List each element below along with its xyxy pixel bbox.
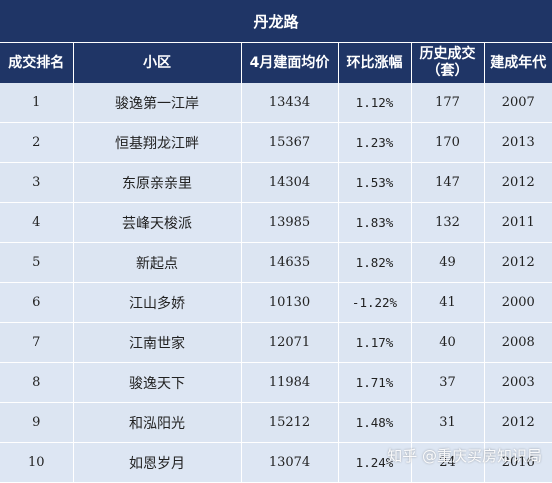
header-row: 成交排名 小区 4月建面均价 环比涨幅 历史成交 （套） 建成年代: [0, 42, 552, 83]
rank-cell: 2: [0, 122, 74, 163]
mom-change-cell: 1.71%: [338, 362, 412, 403]
avg-price-cell: 15212: [241, 402, 339, 443]
watermark: 知乎 @重庆买房知识局: [387, 445, 542, 466]
avg-price-cell: 15367: [241, 122, 339, 163]
history-deals-cell: 31: [411, 402, 485, 443]
rank-cell: 6: [0, 282, 74, 323]
community-cell: 芸峰天梭派: [73, 202, 242, 243]
history-deals-cell: 49: [411, 242, 485, 283]
history-deals-cell: 177: [411, 83, 485, 123]
avg-price-cell: 13434: [241, 83, 339, 123]
mom-change-cell: 1.53%: [338, 162, 412, 203]
community-cell: 东原亲亲里: [73, 162, 242, 203]
avg-price-cell: 14635: [241, 242, 339, 283]
rank-cell: 9: [0, 402, 74, 443]
table-row: 4 芸峰天梭派 13985 1.83% 132 2011: [0, 202, 552, 243]
history-deals-cell: 24: [411, 442, 485, 483]
table-row: 7 江南世家 12071 1.17% 40 2008: [0, 322, 552, 363]
build-year-cell: 2013: [484, 122, 552, 163]
build-year-cell: 2007: [484, 83, 552, 123]
rank-cell: 4: [0, 202, 74, 243]
avg-price-cell: 13985: [241, 202, 339, 243]
community-cell: 江山多娇: [73, 282, 242, 323]
table-title: 丹龙路: [0, 0, 552, 43]
header-mom-change: 环比涨幅: [338, 42, 412, 83]
build-year-cell: 2012: [484, 402, 552, 443]
community-cell: 骏逸第一江岸: [73, 83, 242, 123]
community-cell: 恒基翔龙江畔: [73, 122, 242, 163]
header-avg-price: 4月建面均价: [241, 42, 339, 83]
header-build-year: 建成年代: [484, 42, 552, 83]
history-deals-cell: 37: [411, 362, 485, 403]
rank-cell: 7: [0, 322, 74, 363]
table-row: 8 骏逸天下 11984 1.71% 37 2003: [0, 362, 552, 403]
build-year-cell: 2012: [484, 242, 552, 283]
table-row: 1 骏逸第一江岸 13434 1.12% 177 2007: [0, 83, 552, 123]
build-year-cell: 2003: [484, 362, 552, 403]
mom-change-cell: 1.12%: [338, 83, 412, 123]
header-history-deals: 历史成交 （套）: [411, 42, 485, 83]
history-deals-cell: 132: [411, 202, 485, 243]
build-year-cell: 2008: [484, 322, 552, 363]
mom-change-cell: 1.24%: [338, 442, 412, 483]
build-year-cell: 2011: [484, 202, 552, 243]
mom-change-cell: 1.48%: [338, 402, 412, 443]
community-cell: 新起点: [73, 242, 242, 283]
history-deals-cell: 147: [411, 162, 485, 203]
mom-change-cell: -1.22%: [338, 282, 412, 323]
rank-cell: 10: [0, 442, 74, 483]
table-row: 9 和泓阳光 15212 1.48% 31 2012: [0, 402, 552, 443]
table-row: 3 东原亲亲里 14304 1.53% 147 2012: [0, 162, 552, 203]
watermark-text: 知乎 @重庆买房知识局: [387, 447, 542, 465]
mom-change-cell: 1.17%: [338, 322, 412, 363]
community-cell: 江南世家: [73, 322, 242, 363]
table-row: 6 江山多娇 10130 -1.22% 41 2000: [0, 282, 552, 323]
header-community: 小区: [73, 42, 242, 83]
build-year-cell: 2012: [484, 162, 552, 203]
table-body: 1 骏逸第一江岸 13434 1.12% 177 2007 2 恒基翔龙江畔 15367 1.23…: [0, 83, 552, 483]
mom-change-cell: 1.82%: [338, 242, 412, 283]
avg-price-cell: 10130: [241, 282, 339, 323]
rank-cell: 8: [0, 362, 74, 403]
rank-cell: 5: [0, 242, 74, 283]
mom-change-cell: 1.23%: [338, 122, 412, 163]
table-row: 10 如恩岁月 13074 1.24% 24 2016: [0, 442, 552, 483]
avg-price-cell: 13074: [241, 442, 339, 483]
avg-price-cell: 11984: [241, 362, 339, 403]
history-deals-cell: 40: [411, 322, 485, 363]
table-row: 5 新起点 14635 1.82% 49 2012: [0, 242, 552, 283]
rank-cell: 3: [0, 162, 74, 203]
community-cell: 骏逸天下: [73, 362, 242, 403]
history-deals-cell: 41: [411, 282, 485, 323]
history-deals-cell: 170: [411, 122, 485, 163]
community-cell: 如恩岁月: [73, 442, 242, 483]
rank-cell: 1: [0, 83, 74, 123]
table-row: 2 恒基翔龙江畔 15367 1.23% 170 2013: [0, 122, 552, 163]
community-cell: 和泓阳光: [73, 402, 242, 443]
avg-price-cell: 12071: [241, 322, 339, 363]
header-rank: 成交排名: [0, 42, 74, 83]
avg-price-cell: 14304: [241, 162, 339, 203]
build-year-cell: 2000: [484, 282, 552, 323]
mom-change-cell: 1.83%: [338, 202, 412, 243]
